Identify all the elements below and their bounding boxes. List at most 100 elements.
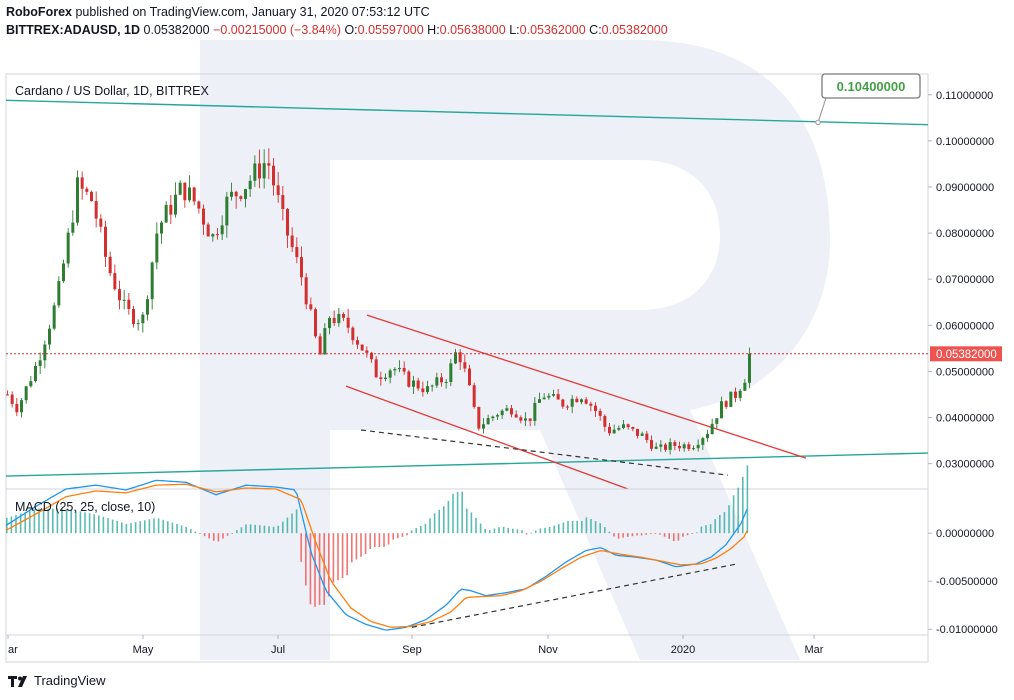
macd-histogram-bar	[705, 525, 707, 534]
macd-histogram-bar	[314, 533, 316, 607]
macd-histogram-bar	[512, 528, 514, 534]
candle-body	[141, 314, 145, 324]
candle-body	[617, 427, 621, 430]
candle-body	[360, 344, 364, 351]
candle-body	[454, 352, 457, 364]
candle-body	[90, 191, 93, 202]
macd-histogram-bar	[429, 518, 431, 534]
candle-body	[636, 428, 639, 436]
candle-body	[477, 406, 481, 429]
candle-body	[696, 444, 700, 449]
candle-body	[710, 423, 714, 435]
macd-pane[interactable]: 0.00000000 -0.00500000 -0.01000000 MACD (2…	[5, 465, 998, 636]
macd-histogram-bar	[15, 514, 17, 534]
macd-histogram-bar	[213, 533, 215, 541]
candle-body	[505, 408, 509, 411]
candle-body	[304, 277, 308, 305]
candle-body	[500, 410, 504, 416]
candle-body	[491, 416, 495, 419]
candle-body	[34, 365, 37, 382]
candle-body	[337, 313, 341, 324]
macd-histogram-bar	[387, 533, 390, 545]
candle-body	[444, 382, 448, 384]
tradingview-logo[interactable]: TradingView	[8, 673, 106, 688]
price-tick-label: 0.09000000	[936, 182, 994, 194]
candle-body	[430, 385, 434, 387]
macd-histogram-bar	[190, 529, 192, 534]
price-change: −0.00215000 (−3.84%)	[213, 23, 341, 37]
macd-histogram-bar	[323, 533, 325, 605]
macd-histogram-bar	[599, 523, 601, 534]
macd-histogram-bar	[742, 476, 744, 534]
macd-histogram-bar	[594, 521, 597, 534]
candle-body	[374, 359, 378, 378]
macd-histogram-bar	[111, 519, 114, 534]
candle-body	[332, 317, 336, 324]
macd-histogram-bar	[581, 520, 583, 534]
candle-body	[20, 400, 23, 413]
macd-histogram-bar	[236, 530, 238, 534]
macd-histogram-bar	[709, 524, 712, 534]
candle-body	[519, 417, 523, 421]
macd-histogram-bar	[61, 508, 63, 534]
price-tick-label: 0.05000000	[936, 366, 994, 378]
candle-body	[598, 410, 602, 416]
macd-histogram-bar	[98, 515, 100, 534]
macd-histogram-bar	[364, 533, 367, 554]
macd-histogram-bar	[65, 508, 68, 534]
candle-body	[603, 415, 607, 427]
candle-body	[379, 377, 383, 380]
macd-histogram-bar	[29, 510, 31, 534]
candle-body	[552, 394, 555, 396]
candle-body	[724, 401, 728, 407]
candle-body	[528, 418, 532, 421]
candle-body	[239, 196, 243, 199]
macd-histogram-bar	[180, 525, 183, 534]
candle-body	[384, 377, 387, 380]
low-value: 0.05362000	[519, 23, 586, 37]
candle-body	[486, 418, 490, 425]
candle-body	[678, 446, 681, 449]
macd-histogram-bar	[645, 533, 647, 535]
candle-body	[38, 360, 42, 366]
candle-body	[48, 328, 51, 345]
macd-histogram	[6, 465, 749, 607]
candle-body	[673, 442, 677, 447]
candle-body	[104, 226, 107, 257]
candle-body	[346, 317, 350, 328]
candle-body	[612, 429, 616, 434]
symbol-label: BITTREX:ADAUSD, 1D	[6, 23, 141, 37]
candle-body	[220, 225, 224, 235]
candle-body	[262, 163, 266, 179]
macd-histogram-bar	[682, 533, 684, 537]
macd-histogram-bar	[56, 508, 59, 534]
macd-histogram-bar	[489, 529, 491, 534]
macd-histogram-bar	[590, 518, 592, 534]
candle-body	[542, 397, 546, 400]
candle-body	[393, 369, 397, 371]
candle-body	[743, 382, 747, 391]
last-price: 0.05382000	[143, 23, 210, 37]
price-pane[interactable]: 0.11000000 0.10000000 0.09000000 0.08000000…	[5, 73, 994, 490]
publish-line: RoboForex published on TradingView.com, …	[6, 3, 668, 21]
last-price-tag-text: 0.05382000	[936, 349, 997, 361]
macd-histogram-bar	[479, 523, 482, 534]
macd-histogram-bar	[231, 532, 233, 534]
macd-histogram-bar	[636, 533, 638, 536]
high-label: H:	[427, 23, 440, 37]
macd-histogram-bar	[631, 533, 634, 537]
macd-histogram-bar	[438, 509, 440, 534]
macd-histogram-bar	[33, 509, 36, 534]
macd-histogram-bar	[521, 530, 523, 534]
macd-histogram-bar	[659, 533, 661, 535]
macd-histogram-bar	[309, 533, 312, 605]
macd-histogram-bar	[300, 533, 302, 562]
macd-histogram-bar	[732, 495, 735, 534]
target-callout[interactable]: 0.10400000	[815, 73, 921, 126]
candle-body	[626, 424, 630, 428]
macd-histogram-bar	[571, 520, 574, 534]
macd-histogram-bar	[107, 518, 109, 534]
candle-body	[318, 336, 322, 355]
macd-histogram-bar	[47, 508, 49, 534]
